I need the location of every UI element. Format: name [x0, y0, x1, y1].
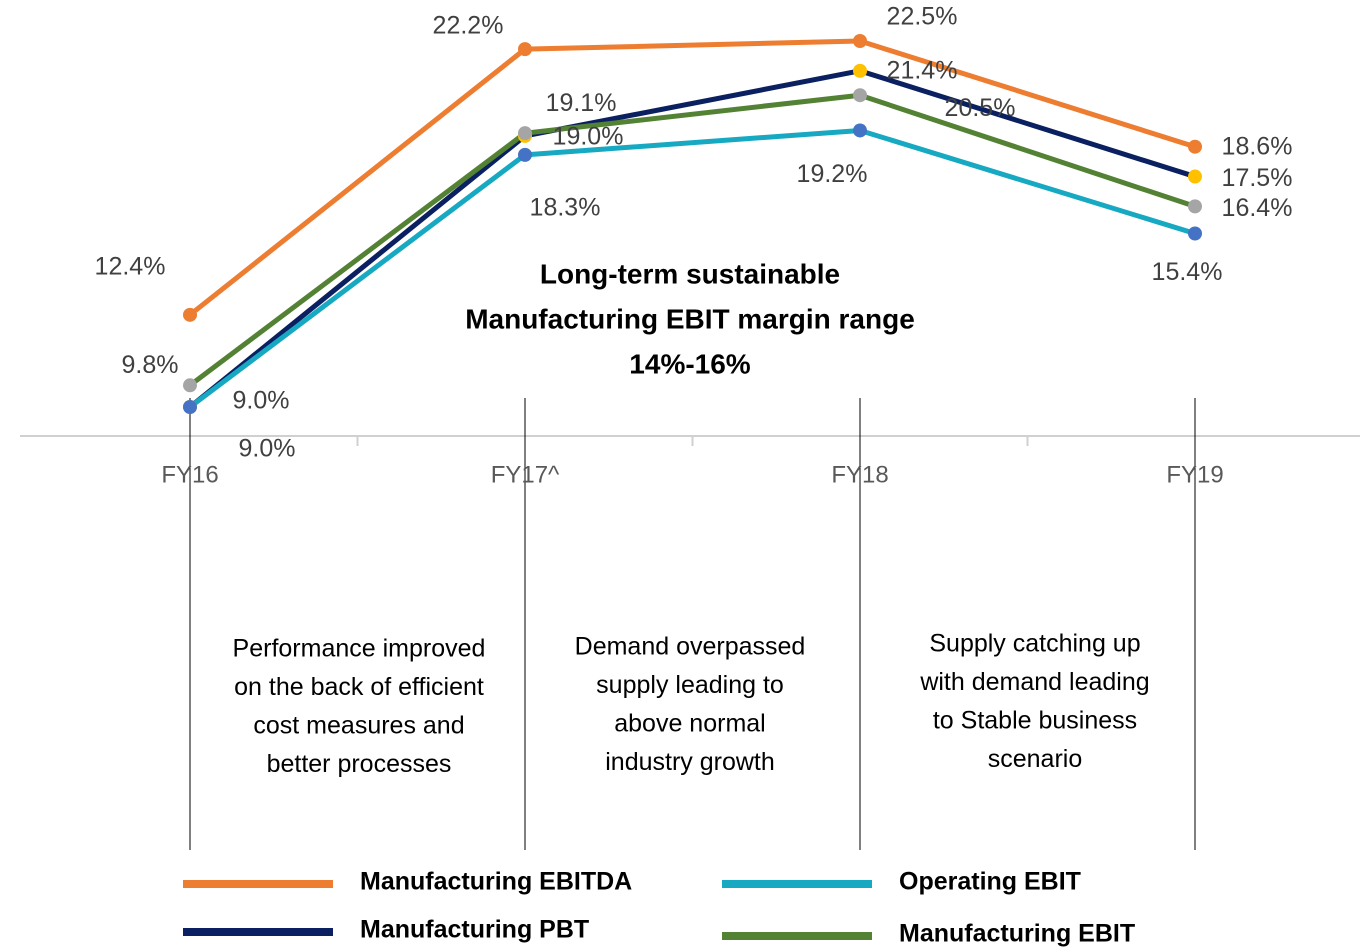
marker [183, 378, 197, 393]
line [188, 127, 1196, 409]
marker [183, 400, 197, 414]
x-tick-label: FY18 [831, 461, 888, 488]
annotation: better processes [267, 750, 452, 778]
annotation: Demand overpassed [575, 633, 806, 661]
data-label: 16.4% [1222, 194, 1293, 222]
annotation: supply leading to [596, 671, 784, 699]
chart-title: Long-term sustainable [540, 258, 840, 289]
marker [183, 307, 197, 322]
marker [1188, 139, 1202, 154]
chart-title: 14%-16% [629, 348, 751, 379]
legend-label: Manufacturing EBITDA [360, 868, 632, 896]
marker [853, 88, 867, 103]
marker [853, 63, 867, 78]
marker [1188, 169, 1202, 184]
annotation: scenario [988, 745, 1083, 773]
data-label: 9.0% [239, 435, 296, 463]
data-label: 18.3% [530, 193, 601, 221]
marker [518, 126, 532, 141]
marker [853, 34, 867, 48]
x-tick-label: FY17^ [491, 461, 560, 488]
annotation: industry growth [605, 748, 775, 776]
data-label: 22.2% [433, 12, 504, 40]
data-label: 22.5% [887, 3, 958, 31]
legend-label: Manufacturing PBT [360, 916, 589, 944]
data-label: 18.6% [1222, 132, 1293, 160]
legend-label: Operating EBIT [899, 868, 1081, 896]
data-label: 19.1% [546, 89, 617, 117]
annotation: cost measures and [253, 712, 464, 740]
data-label: 15.4% [1152, 258, 1223, 286]
data-label: 21.4% [887, 56, 958, 84]
annotation: to Stable business [933, 707, 1137, 735]
data-label: 17.5% [1222, 164, 1293, 192]
data-label: 19.2% [797, 160, 868, 188]
legend-label: Manufacturing EBIT [899, 920, 1135, 948]
marker [1188, 226, 1202, 241]
annotation: above normal [614, 710, 765, 738]
data-label: 9.8% [122, 351, 179, 379]
annotation: Supply catching up [929, 630, 1140, 658]
x-tick-label: FY16 [161, 461, 218, 488]
line [188, 68, 1196, 409]
data-label: 19.0% [553, 122, 624, 150]
marker [518, 147, 532, 162]
chart-title: Manufacturing EBIT margin range [465, 303, 915, 334]
marker [518, 42, 532, 57]
marker [853, 123, 867, 138]
annotation: with demand leading [919, 668, 1149, 696]
marker [1188, 199, 1202, 214]
data-label: 12.4% [95, 252, 166, 280]
line [188, 38, 1196, 317]
annotation: Performance improved [233, 635, 486, 663]
x-tick-label: FY19 [1166, 461, 1223, 488]
data-label: 9.0% [233, 387, 290, 415]
data-label: 20.5% [945, 94, 1016, 122]
annotation: on the back of efficient [234, 673, 484, 701]
line [188, 92, 1196, 388]
